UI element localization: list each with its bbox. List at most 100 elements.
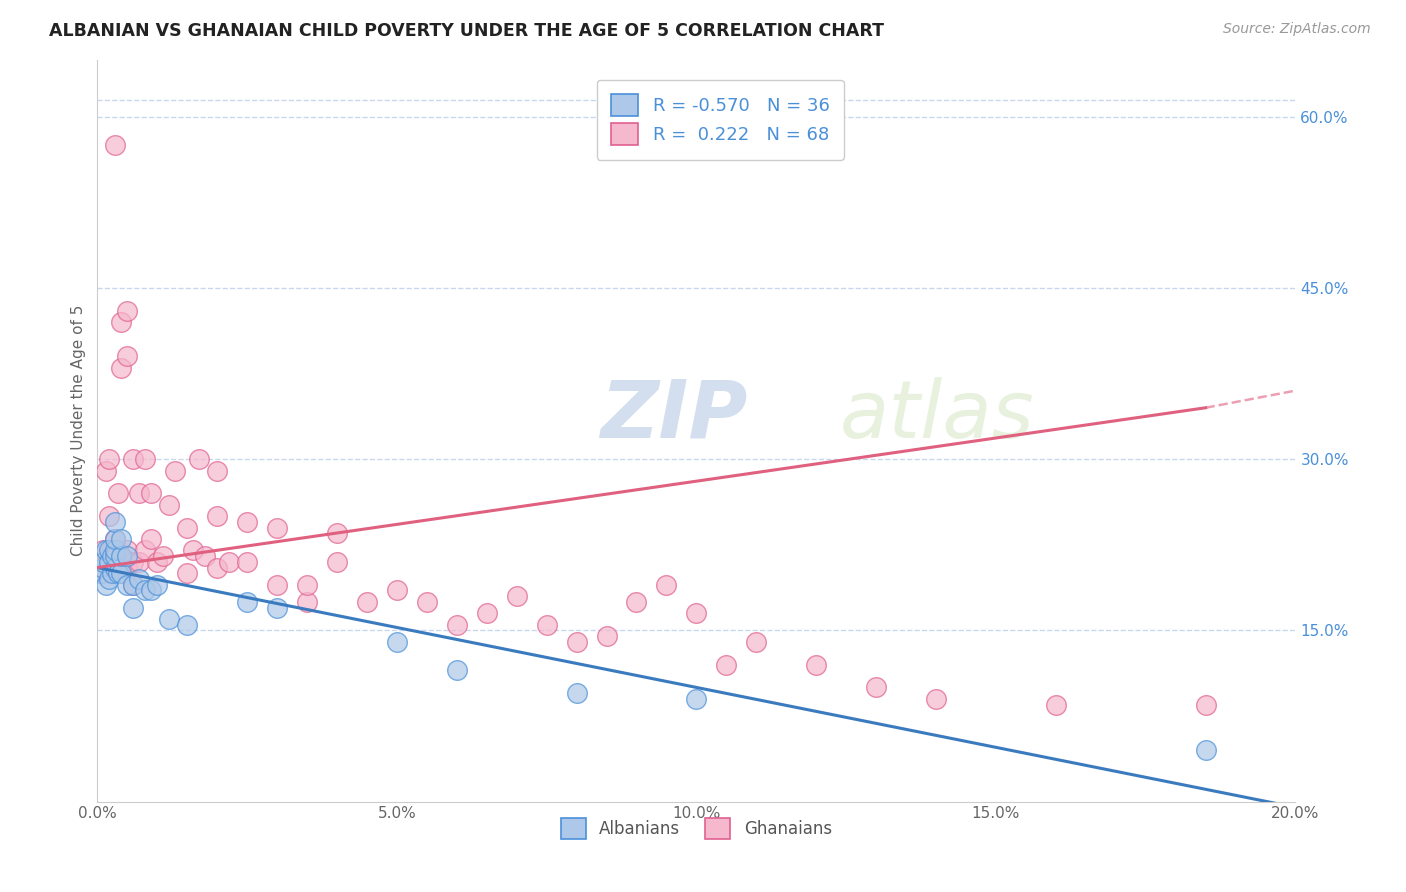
Point <box>134 452 156 467</box>
Point <box>218 555 240 569</box>
Point <box>326 555 349 569</box>
Point <box>93 555 115 569</box>
Point <box>110 566 132 581</box>
Point <box>205 464 228 478</box>
Point <box>475 606 498 620</box>
Point <box>141 583 163 598</box>
Point <box>157 612 180 626</box>
Point <box>98 509 121 524</box>
Point <box>152 549 174 563</box>
Point <box>122 577 145 591</box>
Point <box>1194 698 1216 712</box>
Point <box>266 600 288 615</box>
Point <box>295 577 318 591</box>
Point <box>446 617 468 632</box>
Point <box>356 595 378 609</box>
Point <box>205 560 228 574</box>
Point <box>266 520 288 534</box>
Point <box>110 360 132 375</box>
Point <box>146 555 169 569</box>
Point <box>565 686 588 700</box>
Point <box>117 577 139 591</box>
Point <box>446 663 468 677</box>
Point <box>165 464 187 478</box>
Text: ALBANIAN VS GHANAIAN CHILD POVERTY UNDER THE AGE OF 5 CORRELATION CHART: ALBANIAN VS GHANAIAN CHILD POVERTY UNDER… <box>49 22 884 40</box>
Point <box>98 555 121 569</box>
Point <box>104 138 127 153</box>
Legend: Albanians, Ghanaians: Albanians, Ghanaians <box>554 812 838 846</box>
Point <box>236 515 259 529</box>
Point <box>128 572 150 586</box>
Point <box>104 549 127 563</box>
Point <box>385 634 408 648</box>
Point <box>745 634 768 648</box>
Point <box>1194 743 1216 757</box>
Point <box>93 566 115 581</box>
Point <box>595 629 617 643</box>
Point <box>89 566 111 581</box>
Point <box>1045 698 1067 712</box>
Point <box>101 549 124 563</box>
Point <box>110 566 132 581</box>
Point <box>110 315 132 329</box>
Point <box>107 486 129 500</box>
Point <box>188 452 211 467</box>
Point <box>295 595 318 609</box>
Point <box>141 486 163 500</box>
Point <box>104 532 127 546</box>
Point <box>104 532 127 546</box>
Point <box>96 577 118 591</box>
Point <box>266 577 288 591</box>
Point <box>122 452 145 467</box>
Point <box>122 600 145 615</box>
Y-axis label: Child Poverty Under the Age of 5: Child Poverty Under the Age of 5 <box>72 305 86 557</box>
Point <box>122 555 145 569</box>
Point <box>98 452 121 467</box>
Point <box>865 681 887 695</box>
Point <box>117 560 139 574</box>
Point <box>655 577 678 591</box>
Point <box>107 566 129 581</box>
Point <box>134 583 156 598</box>
Point <box>685 606 707 620</box>
Point <box>104 515 127 529</box>
Point <box>117 303 139 318</box>
Point <box>194 549 217 563</box>
Point <box>128 486 150 500</box>
Text: Source: ZipAtlas.com: Source: ZipAtlas.com <box>1223 22 1371 37</box>
Point <box>98 543 121 558</box>
Point <box>716 657 738 672</box>
Point <box>101 543 124 558</box>
Point <box>134 543 156 558</box>
Point <box>176 617 198 632</box>
Point <box>146 577 169 591</box>
Point <box>505 589 527 603</box>
Point <box>685 691 707 706</box>
Text: atlas: atlas <box>841 376 1035 455</box>
Point <box>128 555 150 569</box>
Point <box>101 566 124 581</box>
Point <box>98 555 121 569</box>
Point <box>236 555 259 569</box>
Point <box>93 543 115 558</box>
Point <box>385 583 408 598</box>
Point <box>96 543 118 558</box>
Point <box>806 657 828 672</box>
Point <box>104 560 127 574</box>
Point <box>117 543 139 558</box>
Point <box>107 543 129 558</box>
Point <box>117 350 139 364</box>
Point <box>93 560 115 574</box>
Point <box>181 543 204 558</box>
Point <box>925 691 948 706</box>
Point <box>104 543 127 558</box>
Point <box>122 577 145 591</box>
Point <box>110 532 132 546</box>
Point <box>104 560 127 574</box>
Point <box>176 520 198 534</box>
Point <box>205 509 228 524</box>
Point <box>141 532 163 546</box>
Point <box>565 634 588 648</box>
Text: ZIP: ZIP <box>600 376 748 455</box>
Point <box>626 595 648 609</box>
